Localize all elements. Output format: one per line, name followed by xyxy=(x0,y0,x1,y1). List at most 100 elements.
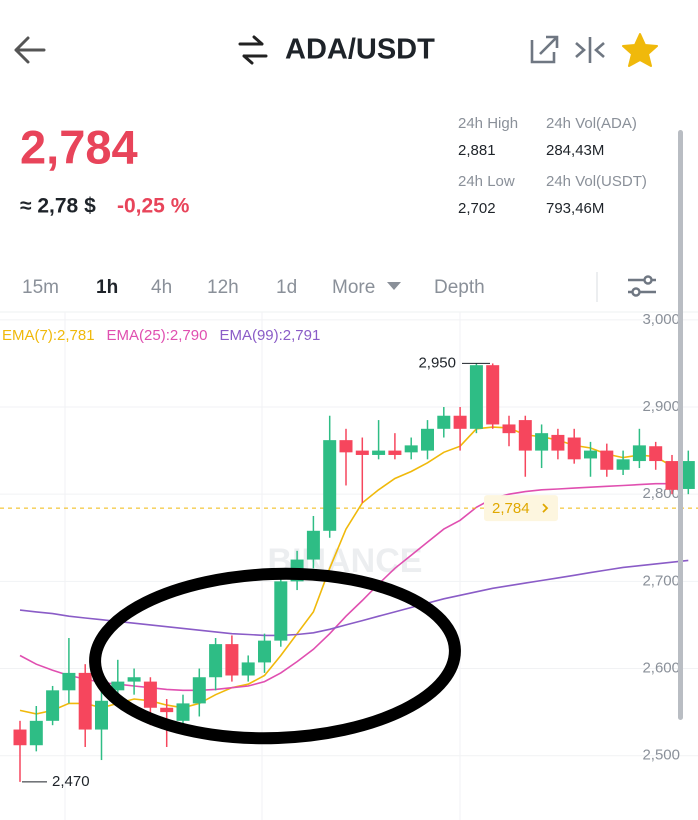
candle-body xyxy=(665,461,679,490)
candle-body xyxy=(29,720,43,746)
tab[interactable]: 15m xyxy=(22,277,59,298)
stat-label: 24h Low xyxy=(458,173,515,190)
scrollbar xyxy=(678,130,683,720)
candle-body xyxy=(241,662,255,676)
legend-entry: EMA(7):2,781 xyxy=(2,327,95,344)
tab[interactable]: More xyxy=(332,277,401,298)
candle-body xyxy=(649,446,663,462)
stat-value: 2,881 xyxy=(458,142,496,159)
chart: 3,0002,9002,8002,7002,6002,500BINANCE2,7… xyxy=(0,311,698,820)
candle-body xyxy=(567,437,581,460)
candle-body xyxy=(437,415,451,429)
y-tick-label: 2,600 xyxy=(642,659,680,676)
candle-body xyxy=(372,450,386,455)
tab-label: Depth xyxy=(434,277,485,298)
stat-label: 24h High xyxy=(458,115,518,132)
candle-body xyxy=(323,440,337,531)
stat-label: 24h Vol(ADA) xyxy=(546,115,637,132)
share-icon xyxy=(530,35,559,64)
y-tick-label: 2,500 xyxy=(642,747,680,764)
candle-body xyxy=(209,644,223,678)
legend-entry: EMA(25):2,790 xyxy=(107,327,208,344)
candle-body xyxy=(486,365,500,425)
last-price-box xyxy=(484,495,558,522)
favorite-button[interactable] xyxy=(622,33,658,67)
candle-body xyxy=(502,424,516,434)
candle-body xyxy=(111,681,125,691)
candle-body xyxy=(13,729,27,746)
candle-body xyxy=(469,365,483,429)
stat-label: 24h Vol(USDT) xyxy=(546,173,647,190)
candle-body xyxy=(355,450,369,455)
last-price-label: 2,784 xyxy=(492,500,530,517)
tab-label: More xyxy=(332,277,375,298)
tab[interactable]: 1d xyxy=(276,277,297,298)
high-label: 2,950 xyxy=(418,354,456,371)
tab-label: 1h xyxy=(96,277,118,298)
candle-body xyxy=(535,433,549,451)
last-price: 2,784 xyxy=(20,120,138,173)
low-label: 2,470 xyxy=(52,773,90,790)
star-icon xyxy=(622,33,658,67)
legend-entry: EMA(99):2,791 xyxy=(219,327,320,344)
share-button[interactable] xyxy=(530,35,559,64)
stat-value: 793,46M xyxy=(546,200,604,217)
tab-label: 4h xyxy=(151,277,172,298)
candle-body xyxy=(388,450,402,455)
candle-body xyxy=(518,420,532,451)
compare-icon xyxy=(575,37,605,63)
tab[interactable]: 1h xyxy=(96,277,118,298)
ema-line xyxy=(19,559,689,637)
settings-knob xyxy=(631,287,641,297)
candle-body xyxy=(127,677,141,682)
y-tick-label: 2,900 xyxy=(642,398,680,415)
candle-body xyxy=(160,707,174,713)
settings-knob xyxy=(643,275,653,285)
tab-label: 12h xyxy=(207,277,239,298)
candle-body xyxy=(62,672,76,691)
settings-button[interactable] xyxy=(628,275,656,297)
candle-body xyxy=(78,672,92,730)
y-tick-label: 3,000 xyxy=(642,311,680,328)
candle-body xyxy=(632,445,646,462)
candle-body xyxy=(404,445,418,453)
candle-body xyxy=(225,644,239,676)
chevron xyxy=(542,503,549,513)
candle-body xyxy=(192,677,206,704)
back-button[interactable] xyxy=(14,36,46,64)
candle-body xyxy=(584,450,597,459)
candle-body xyxy=(339,440,353,453)
swap-glyph xyxy=(238,35,268,65)
tab-label: 1d xyxy=(276,277,297,298)
tab[interactable]: 4h xyxy=(151,277,172,298)
candle-body xyxy=(95,700,108,730)
tab-label: 15m xyxy=(22,277,59,298)
candle-body xyxy=(421,428,434,451)
candle-body xyxy=(258,640,271,663)
y-tick-label: 2,700 xyxy=(642,572,680,589)
swap-icon[interactable] xyxy=(238,35,268,65)
ema-line xyxy=(19,481,689,692)
stat-value: 284,43M xyxy=(546,142,604,159)
price-change: -0,25 % xyxy=(117,195,190,218)
tab[interactable]: 12h xyxy=(207,277,239,298)
candle-body xyxy=(143,681,157,708)
compare-button[interactable] xyxy=(575,37,605,63)
candle-body xyxy=(453,415,467,429)
fiat-price: ≈ 2,78 $ xyxy=(20,195,96,218)
dropdown-arrow xyxy=(387,282,401,290)
candle-body xyxy=(274,581,288,641)
candle-body xyxy=(616,459,630,470)
candle-body xyxy=(600,450,614,470)
candle-body xyxy=(306,530,320,560)
stat-value: 2,702 xyxy=(458,200,496,217)
annotation-circle xyxy=(89,567,461,745)
candle-body xyxy=(176,703,190,721)
candle-body xyxy=(551,434,565,451)
candle-body xyxy=(46,690,60,721)
tab[interactable]: Depth xyxy=(434,277,485,298)
back-icon xyxy=(14,36,46,64)
pair-title: ADA/USDT xyxy=(285,34,435,66)
